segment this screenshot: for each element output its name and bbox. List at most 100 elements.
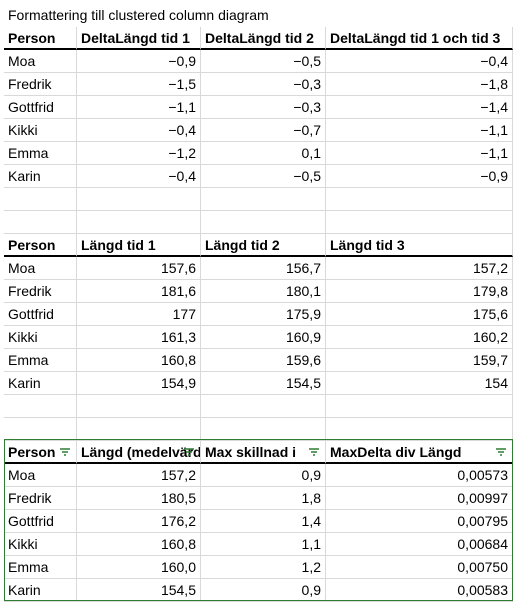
cell-value[interactable]: 159,6 [201,349,326,372]
empty-cell[interactable] [326,211,513,234]
cell-value[interactable]: 157,2 [77,464,201,487]
table2-header-length2[interactable]: Längd tid 2 [201,234,326,257]
cell-value[interactable]: 0,9 [201,579,326,602]
cell-value[interactable]: −0,5 [201,165,326,188]
cell-person[interactable]: Gottfrid [4,303,77,326]
cell-value[interactable]: 154,9 [77,372,201,395]
cell-person[interactable]: Moa [4,257,77,280]
cell-value[interactable]: 160,9 [201,326,326,349]
filter-dropdown-icon[interactable] [182,445,196,459]
cell-person[interactable]: Fredrik [4,73,77,96]
cell-value[interactable]: 0,00583 [326,579,513,602]
empty-cell[interactable] [326,188,513,211]
cell-person[interactable]: Karin [4,372,77,395]
empty-cell[interactable] [4,211,77,234]
table1-header-delta2[interactable]: DeltaLängd tid 2 [201,27,326,50]
cell-value[interactable]: −0,4 [77,119,201,142]
cell-person[interactable]: Emma [4,142,77,165]
empty-cell[interactable] [201,211,326,234]
cell-value[interactable]: 0,00684 [326,533,513,556]
cell-person[interactable]: Emma [4,556,77,579]
cell-value[interactable]: 154 [326,372,513,395]
cell-value[interactable]: 160,2 [326,326,513,349]
cell-value[interactable]: 1,1 [201,533,326,556]
cell-person[interactable]: Fredrik [4,280,77,303]
table1-header-delta13[interactable]: DeltaLängd tid 1 och tid 3 [326,27,513,50]
cell-value[interactable]: −0,4 [77,165,201,188]
cell-value[interactable]: 160,8 [77,533,201,556]
cell-person[interactable]: Kikki [4,119,77,142]
cell-value[interactable]: −1,5 [77,73,201,96]
empty-cell[interactable] [4,418,77,441]
cell-person[interactable]: Moa [4,464,77,487]
table1-header-person[interactable]: Person [4,27,77,50]
empty-cell[interactable] [201,418,326,441]
cell-value[interactable]: −0,7 [201,119,326,142]
cell-person[interactable]: Fredrik [4,487,77,510]
cell-value[interactable]: −0,5 [201,50,326,73]
sheet-title[interactable]: Formattering till clustered column diagr… [8,7,269,23]
cell-value[interactable]: −1,1 [326,142,513,165]
table2-header-person[interactable]: Person [4,234,77,257]
cell-person[interactable]: Emma [4,349,77,372]
cell-value[interactable]: 157,6 [77,257,201,280]
table3-header-max-diff[interactable]: Max skillnad i [201,441,326,464]
cell-value[interactable]: 0,1 [201,142,326,165]
cell-value[interactable]: −0,4 [326,50,513,73]
cell-value[interactable]: −0,9 [77,50,201,73]
filter-dropdown-icon[interactable] [494,445,508,459]
table3-header-person[interactable]: Person [4,441,77,464]
cell-person[interactable]: Kikki [4,326,77,349]
cell-person[interactable]: Karin [4,579,77,602]
cell-value[interactable]: 175,6 [326,303,513,326]
cell-value[interactable]: 154,5 [201,372,326,395]
cell-value[interactable]: −1,1 [77,96,201,119]
cell-value[interactable]: 177 [77,303,201,326]
cell-value[interactable]: −0,3 [201,73,326,96]
cell-value[interactable]: 180,5 [77,487,201,510]
empty-cell[interactable] [77,395,201,418]
cell-value[interactable]: 181,6 [77,280,201,303]
cell-person[interactable]: Moa [4,50,77,73]
cell-value[interactable]: −1,1 [326,119,513,142]
empty-cell[interactable] [201,395,326,418]
cell-value[interactable]: 0,9 [201,464,326,487]
cell-person[interactable]: Gottfrid [4,510,77,533]
cell-value[interactable]: 0,00750 [326,556,513,579]
cell-value[interactable]: −0,3 [201,96,326,119]
cell-value[interactable]: 154,5 [77,579,201,602]
cell-person[interactable]: Gottfrid [4,96,77,119]
table3-header-mean-length[interactable]: Längd (medelvärde) [77,441,201,464]
cell-value[interactable]: 159,7 [326,349,513,372]
cell-value[interactable]: 1,2 [201,556,326,579]
cell-value[interactable]: 157,2 [326,257,513,280]
empty-cell[interactable] [4,188,77,211]
cell-value[interactable]: 1,8 [201,487,326,510]
empty-cell[interactable] [201,188,326,211]
cell-person[interactable]: Kikki [4,533,77,556]
cell-value[interactable]: 1,4 [201,510,326,533]
cell-value[interactable]: −1,2 [77,142,201,165]
filter-dropdown-icon[interactable] [307,445,321,459]
table1-header-delta1[interactable]: DeltaLängd tid 1 [77,27,201,50]
empty-cell[interactable] [77,418,201,441]
cell-value[interactable]: −1,8 [326,73,513,96]
cell-value[interactable]: −1,4 [326,96,513,119]
empty-cell[interactable] [326,395,513,418]
empty-cell[interactable] [4,395,77,418]
cell-value[interactable]: 180,1 [201,280,326,303]
cell-value[interactable]: 175,9 [201,303,326,326]
cell-value[interactable]: 156,7 [201,257,326,280]
table2-header-length3[interactable]: Längd tid 3 [326,234,513,257]
cell-value[interactable]: 0,00997 [326,487,513,510]
cell-value[interactable]: 0,00795 [326,510,513,533]
cell-value[interactable]: 176,2 [77,510,201,533]
cell-value[interactable]: 161,3 [77,326,201,349]
filter-dropdown-icon[interactable] [58,445,72,459]
cell-value[interactable]: 0,00573 [326,464,513,487]
cell-value[interactable]: 160,8 [77,349,201,372]
empty-cell[interactable] [77,211,201,234]
empty-cell[interactable] [326,418,513,441]
cell-value[interactable]: −0,9 [326,165,513,188]
